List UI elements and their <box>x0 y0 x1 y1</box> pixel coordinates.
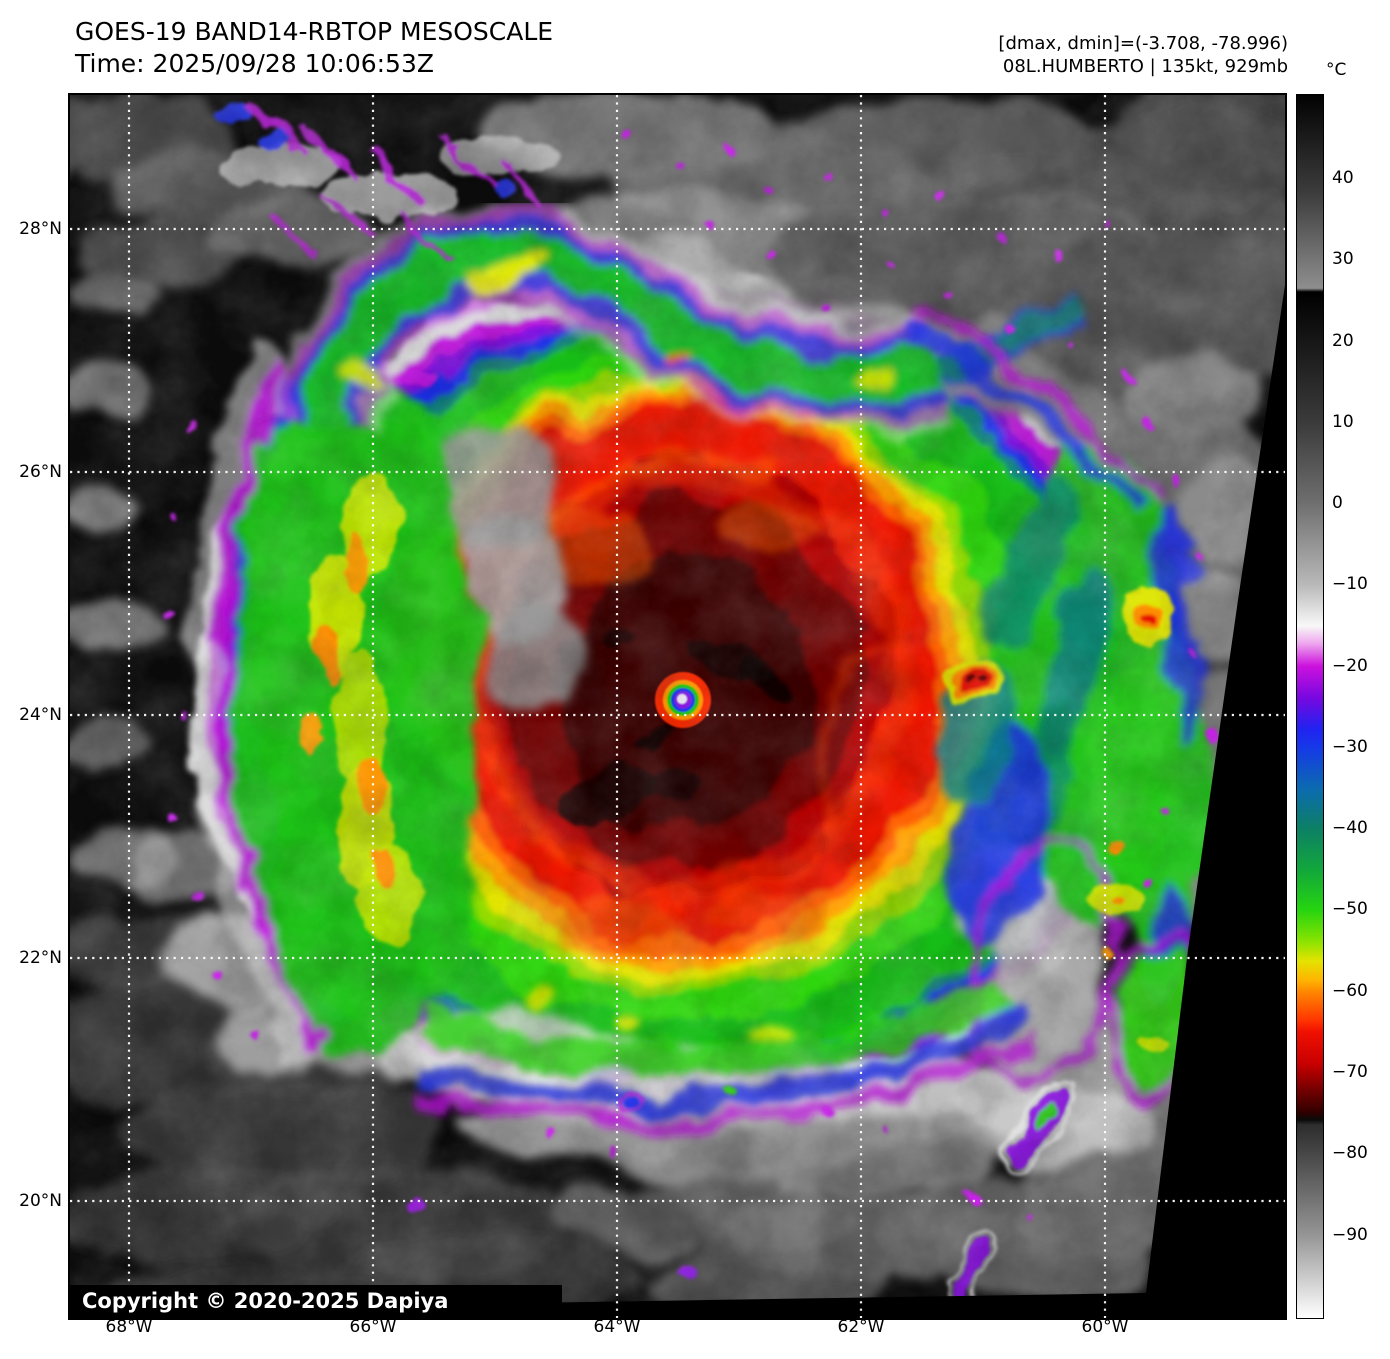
satellite-image <box>70 95 1285 1318</box>
colorbar-tick: −20 <box>1332 656 1368 676</box>
colorbar-tick: −30 <box>1332 737 1368 757</box>
colorbar-tick: 30 <box>1332 249 1354 269</box>
temperature-colorbar <box>1296 94 1324 1319</box>
colorbar-tick: 10 <box>1332 412 1354 432</box>
colorbar-tick: −80 <box>1332 1143 1368 1163</box>
colorbar-tick: −10 <box>1332 574 1368 594</box>
lon-label: 62°W <box>837 1317 885 1337</box>
colorbar-tick: 0 <box>1332 493 1343 513</box>
lon-label: 64°W <box>593 1317 641 1337</box>
colorbar-tick: −90 <box>1332 1225 1368 1245</box>
lon-label: 68°W <box>105 1317 153 1337</box>
data-edge-wedge <box>525 285 1285 1318</box>
lat-label: 20°N <box>19 1191 62 1211</box>
satellite-map-panel <box>68 93 1287 1320</box>
colorbar-tick: −60 <box>1332 981 1368 1001</box>
graticule <box>70 95 1285 1318</box>
storm-info: 08L.HUMBERTO | 135kt, 929mb <box>1002 56 1288 77</box>
figure-title: GOES-19 BAND14-RBTOP MESOSCALE <box>75 17 554 46</box>
lat-label: 24°N <box>19 705 62 725</box>
lat-label: 28°N <box>19 219 62 239</box>
lon-label: 60°W <box>1081 1317 1129 1337</box>
colorbar-tick: −70 <box>1332 1062 1368 1082</box>
lon-label: 66°W <box>349 1317 397 1337</box>
range-info: [dmax, dmin]=(-3.708, -78.996) <box>998 33 1288 54</box>
colorbar-unit-label: °C <box>1326 60 1347 80</box>
cloud-grain-dark <box>70 95 1285 1318</box>
colorbar-tick: 20 <box>1332 331 1354 351</box>
figure-timestamp: Time: 2025/09/28 10:06:53Z <box>75 49 434 78</box>
colorbar-tick: −40 <box>1332 818 1368 838</box>
lat-label: 22°N <box>19 948 62 968</box>
colorbar-tick: 40 <box>1332 168 1354 188</box>
copyright-bar: Copyright © 2020-2025 Dapiya <box>70 1285 562 1318</box>
colorbar-tick: −50 <box>1332 899 1368 919</box>
lat-label: 26°N <box>19 462 62 482</box>
